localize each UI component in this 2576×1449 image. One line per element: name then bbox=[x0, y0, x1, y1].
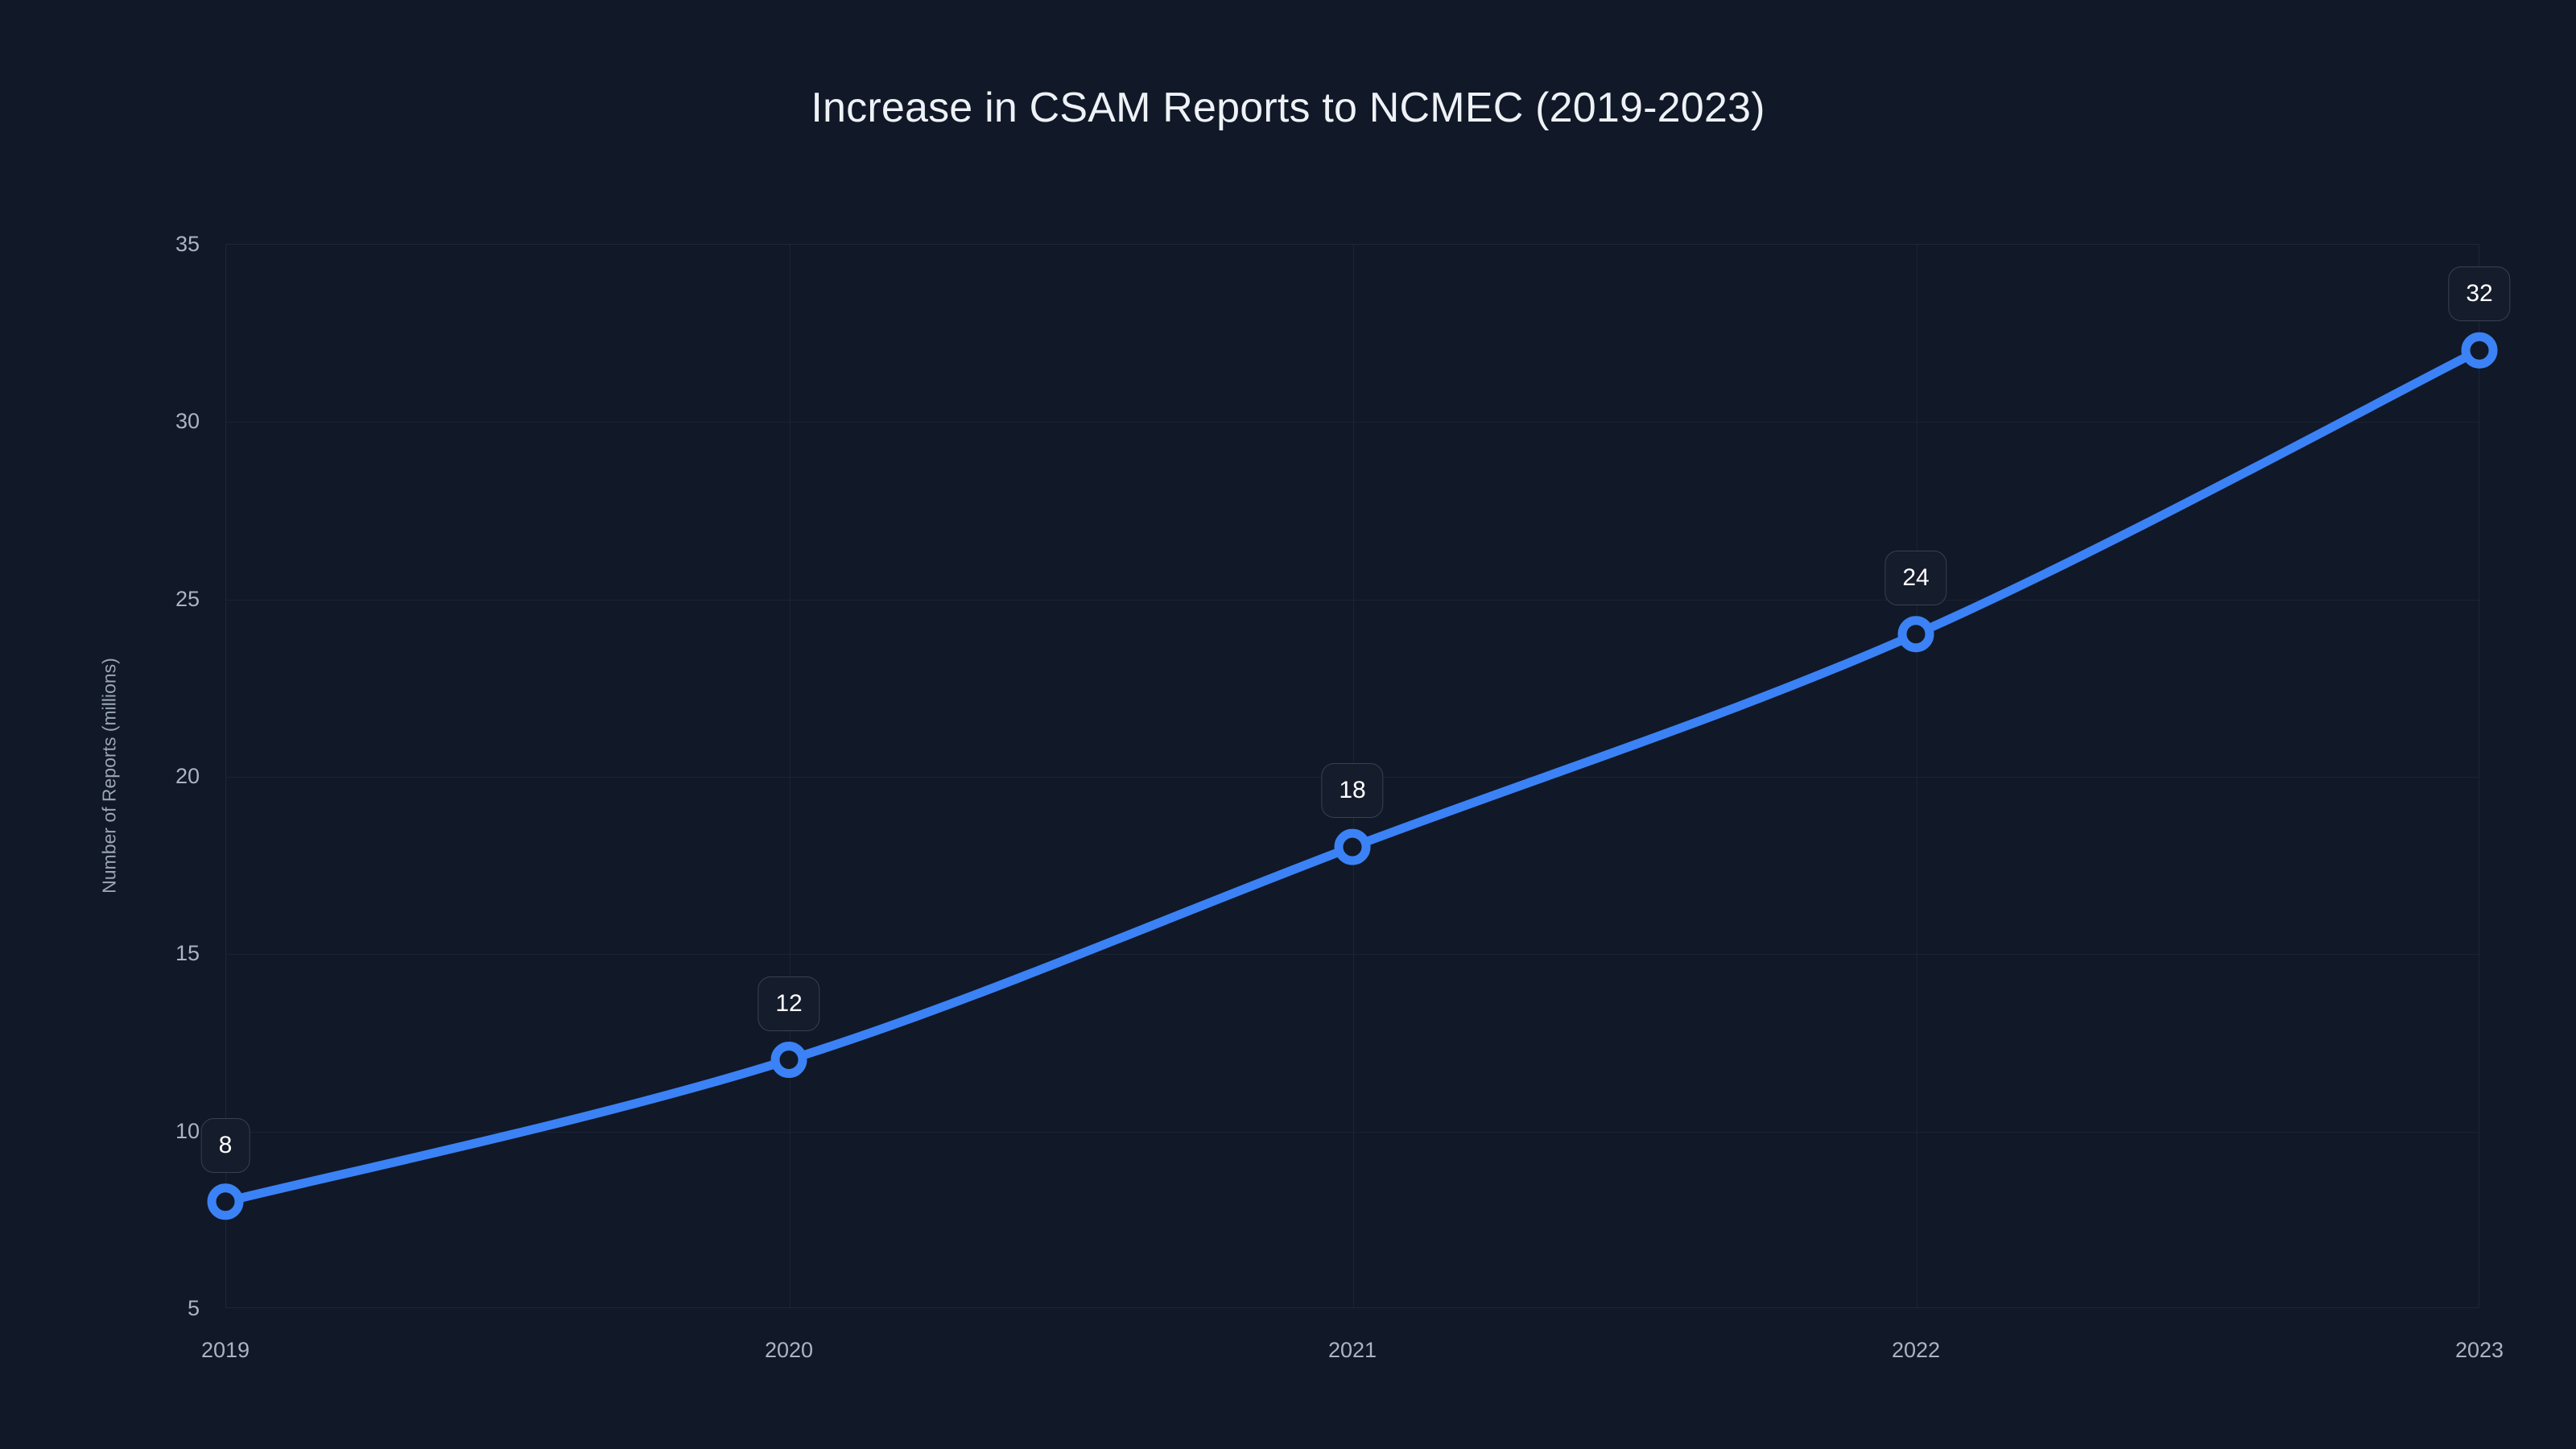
data-point-value-badge[interactable]: 32 bbox=[2448, 266, 2511, 322]
data-point-value-badge[interactable]: 18 bbox=[1321, 763, 1384, 819]
x-axis-tick-label: 2022 bbox=[1891, 1338, 1941, 1362]
y-axis-tick-label: 10 bbox=[175, 1118, 200, 1143]
y-axis-tick-label: 35 bbox=[175, 232, 200, 256]
gridline-horizontal bbox=[226, 599, 2479, 601]
gridline-vertical bbox=[1917, 245, 1918, 1307]
gridline-vertical bbox=[790, 245, 791, 1307]
x-axis-tick-label: 2023 bbox=[2454, 1338, 2504, 1362]
data-point-value-badge[interactable]: 8 bbox=[200, 1117, 250, 1173]
x-axis-tick-label: 2019 bbox=[200, 1338, 250, 1362]
x-axis-tick-label: 2021 bbox=[1327, 1338, 1377, 1362]
data-point-value-badge[interactable]: 24 bbox=[1885, 550, 1947, 605]
gridline-horizontal bbox=[226, 954, 2479, 956]
y-axis-tick-label: 5 bbox=[187, 1296, 200, 1320]
chart-title: Increase in CSAM Reports to NCMEC (2019-… bbox=[811, 85, 1765, 131]
y-axis-tick-label: 30 bbox=[175, 409, 200, 434]
y-axis-tick-label: 20 bbox=[175, 764, 200, 788]
y-axis-tick-label: 15 bbox=[175, 941, 200, 966]
x-axis-tick-label: 2020 bbox=[764, 1338, 814, 1362]
y-axis-tick-label: 25 bbox=[175, 586, 200, 611]
gridline-horizontal bbox=[226, 1131, 2479, 1133]
data-point-value-badge[interactable]: 12 bbox=[758, 976, 820, 1031]
gridline-horizontal bbox=[226, 422, 2479, 423]
